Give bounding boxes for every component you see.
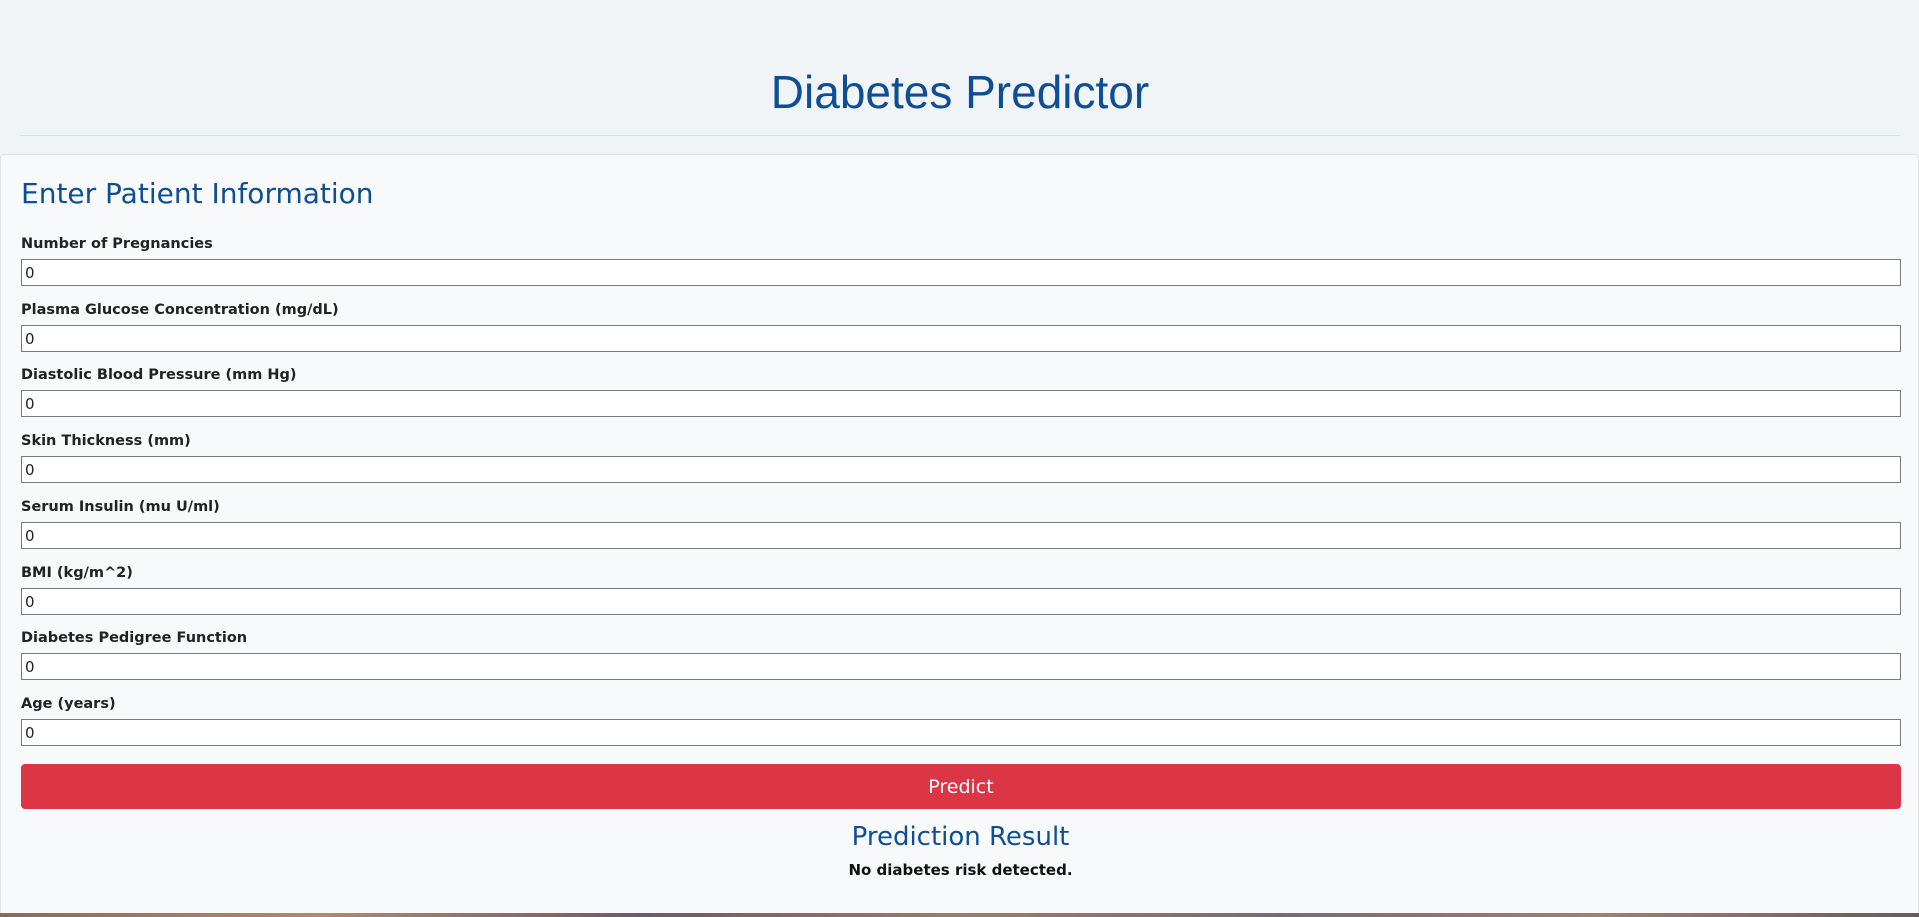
insulin-label: Serum Insulin (mu U/ml) bbox=[21, 499, 220, 515]
blood-pressure-input[interactable] bbox=[21, 390, 1901, 417]
page-header: Diabetes Predictor bbox=[20, 0, 1900, 136]
page-title: Diabetes Predictor bbox=[770, 66, 1150, 118]
bmi-label: BMI (kg/m^2) bbox=[21, 565, 133, 581]
background-strip bbox=[0, 913, 1919, 917]
pregnancies-label: Number of Pregnancies bbox=[21, 236, 213, 252]
pedigree-input[interactable] bbox=[21, 653, 1901, 680]
form-heading: Enter Patient Information bbox=[21, 177, 374, 210]
result-title: Prediction Result bbox=[851, 822, 1070, 852]
pedigree-label: Diabetes Pedigree Function bbox=[21, 630, 248, 646]
age-label: Age (years) bbox=[21, 696, 116, 712]
bmi-input[interactable] bbox=[21, 588, 1901, 615]
pregnancies-input[interactable] bbox=[21, 259, 1901, 286]
age-input[interactable] bbox=[21, 719, 1901, 746]
skin-thickness-input[interactable] bbox=[21, 456, 1901, 483]
skin-thickness-label: Skin Thickness (mm) bbox=[21, 433, 191, 449]
blood-pressure-label: Diastolic Blood Pressure (mm Hg) bbox=[21, 367, 297, 383]
result-text: No diabetes risk detected. bbox=[848, 861, 1073, 879]
glucose-input[interactable] bbox=[21, 325, 1901, 352]
insulin-input[interactable] bbox=[21, 522, 1901, 549]
glucose-label: Plasma Glucose Concentration (mg/dL) bbox=[21, 302, 339, 318]
predict-button[interactable]: Predict bbox=[21, 764, 1901, 809]
patient-form-card: Enter Patient Information Number of Preg… bbox=[0, 154, 1919, 916]
